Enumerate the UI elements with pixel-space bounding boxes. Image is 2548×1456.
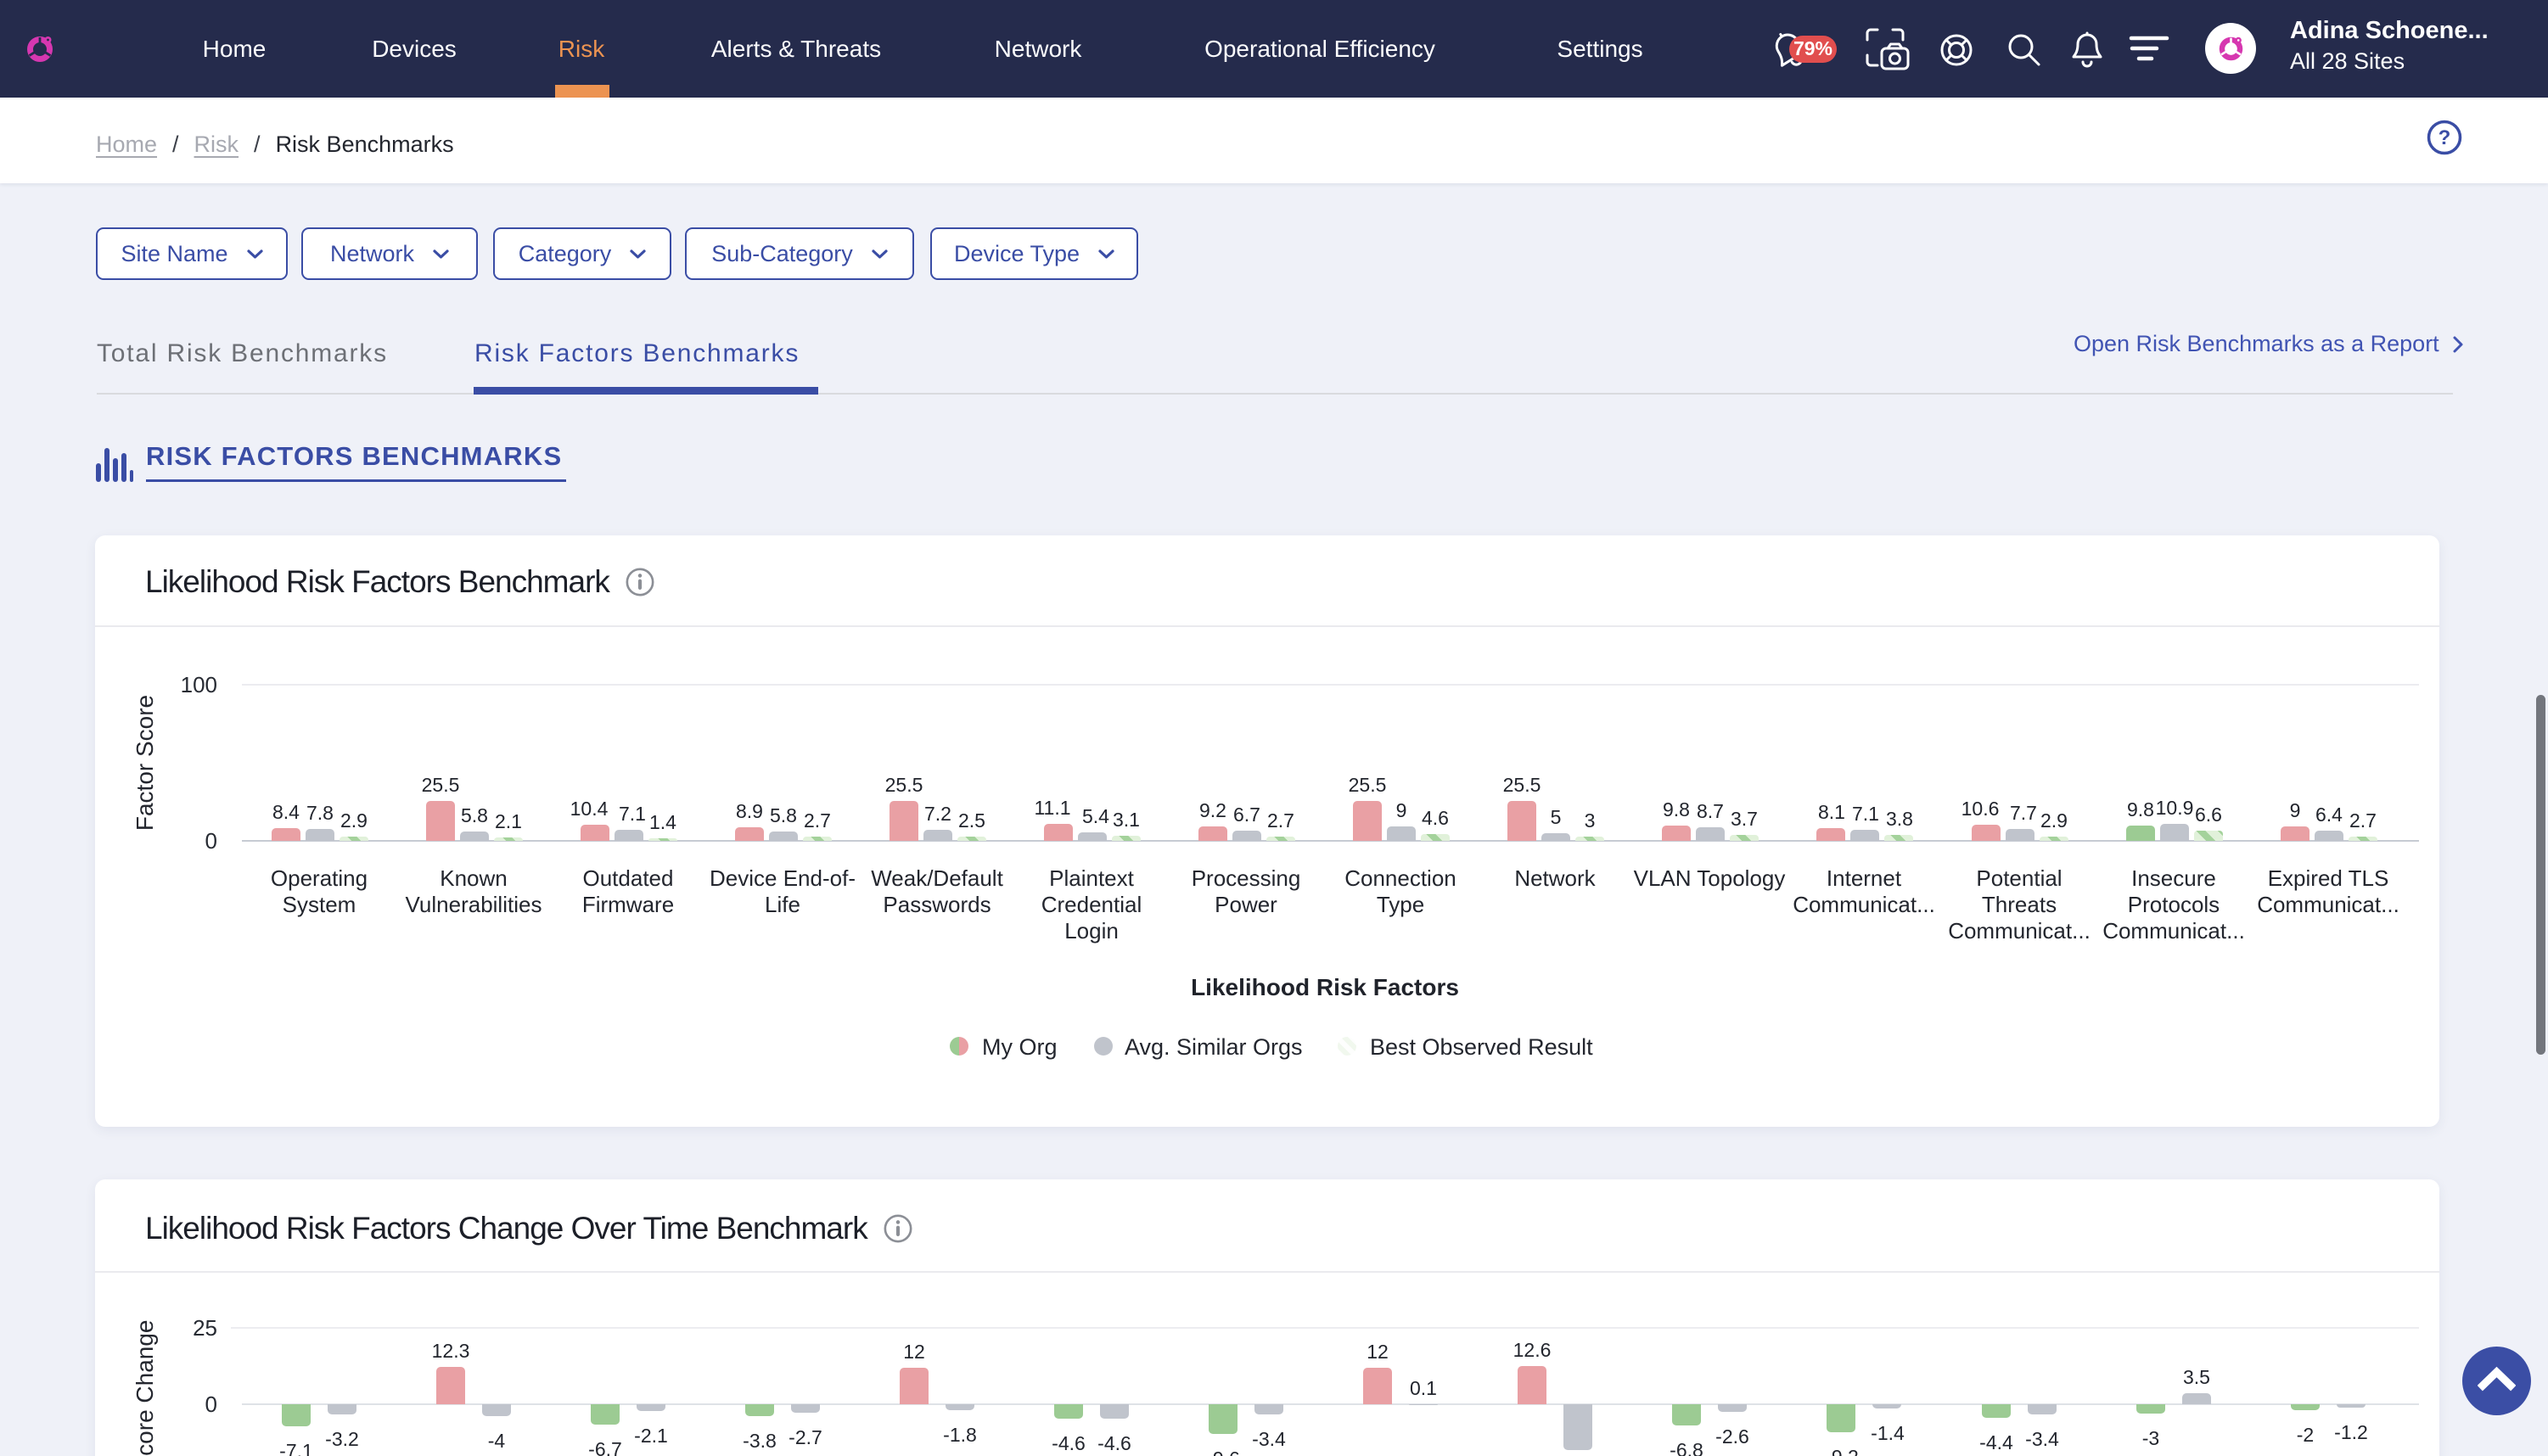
- svg-text:?: ?: [2439, 126, 2451, 149]
- svg-text:79%: 79%: [1793, 37, 1832, 59]
